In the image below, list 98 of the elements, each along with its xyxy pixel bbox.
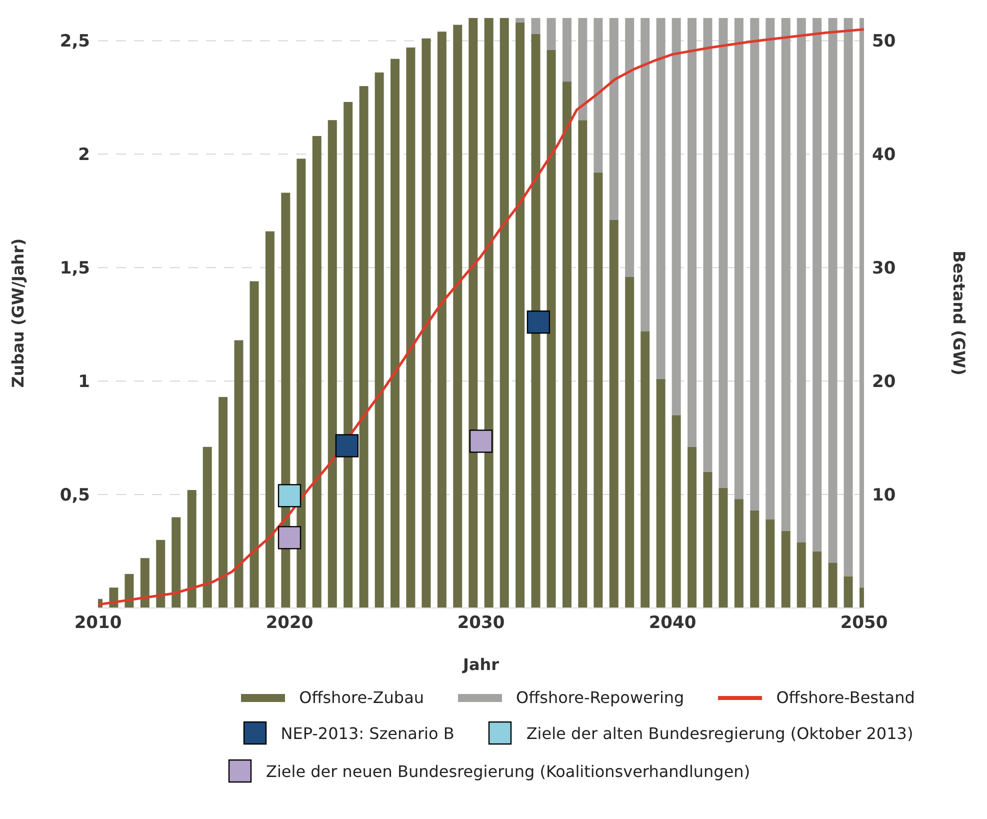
bar <box>437 32 446 608</box>
bar <box>234 340 244 608</box>
legend-label: NEP-2013: Szenario B <box>280 724 454 742</box>
x-tick-label: 2050 <box>840 613 888 634</box>
bar <box>750 510 760 608</box>
bar <box>609 18 618 220</box>
y-tick-label: 2,5 <box>60 32 90 52</box>
bar <box>218 396 228 608</box>
bar <box>296 158 306 608</box>
bar <box>546 50 556 608</box>
bar <box>344 102 353 608</box>
y2-tick-label: 50 <box>872 32 896 52</box>
y2-tick-label: 20 <box>872 372 896 392</box>
line-series <box>98 28 864 606</box>
y-tick-label: 1,5 <box>60 258 90 279</box>
bar <box>844 18 853 576</box>
point <box>278 484 302 508</box>
bar <box>124 574 134 608</box>
bar <box>766 18 775 520</box>
bar <box>609 220 618 608</box>
bar <box>844 576 853 608</box>
bar <box>812 18 822 552</box>
x-tick-label: 2020 <box>266 613 314 634</box>
bar <box>640 331 650 608</box>
bar <box>531 18 540 34</box>
bar <box>406 48 416 608</box>
y2-tick-label: 30 <box>872 258 896 279</box>
y2-axis-title: Bestand (GW) <box>949 250 968 376</box>
bar <box>156 540 166 608</box>
bar <box>718 18 728 488</box>
y-axis-title: Zubau (GW/Jahr) <box>8 238 28 388</box>
x-tick-label: 2040 <box>648 613 696 634</box>
bar <box>265 231 274 608</box>
bar <box>516 18 525 23</box>
legend-label: Offshore-Bestand <box>776 688 915 707</box>
point <box>335 434 359 458</box>
bar <box>812 551 822 608</box>
bar <box>187 490 196 608</box>
bar <box>578 18 588 120</box>
x-tick-label: 2010 <box>74 613 122 634</box>
legend-label: Offshore-Repowering <box>516 688 684 707</box>
bar <box>328 120 337 608</box>
bar <box>562 82 572 608</box>
bar <box>359 86 368 608</box>
y-tick-label: 0,5 <box>60 486 90 506</box>
legend-label: Ziele der alten Bundesregierung (Oktober 2013) <box>526 724 914 742</box>
bar <box>625 18 634 277</box>
bar <box>578 120 588 608</box>
bar <box>781 530 790 608</box>
bar <box>562 18 572 82</box>
x-tick-label: 2030 <box>457 613 505 634</box>
bar <box>516 22 525 608</box>
point <box>278 526 302 550</box>
bar <box>703 18 712 472</box>
bar <box>468 18 478 608</box>
legend-label: Ziele der neuen Bundesregierung (Koalitionsverhandlungen) <box>266 762 750 780</box>
bar <box>312 136 322 608</box>
bar <box>828 18 838 563</box>
y-tick-label: 1 <box>78 372 90 392</box>
bar <box>688 446 697 608</box>
bar <box>718 488 728 608</box>
bar <box>828 562 838 608</box>
bar <box>734 499 744 608</box>
point <box>526 310 550 334</box>
bar <box>531 34 540 608</box>
bar <box>250 281 259 608</box>
bar <box>750 18 760 510</box>
bar <box>422 38 431 608</box>
y2-tick-label: 40 <box>872 145 896 166</box>
bar <box>140 558 150 608</box>
bar <box>766 520 775 608</box>
bar <box>656 18 666 379</box>
bar <box>672 415 681 608</box>
bar <box>672 18 681 416</box>
bar <box>202 446 212 608</box>
bar <box>703 472 712 608</box>
bar <box>796 18 806 542</box>
bar <box>734 18 744 500</box>
point <box>469 430 493 453</box>
bar <box>546 18 556 50</box>
bar <box>594 172 603 608</box>
bar <box>640 18 650 332</box>
bar <box>484 18 494 608</box>
bar <box>781 18 790 531</box>
bar <box>390 58 400 608</box>
y-tick-label: 2 <box>78 145 90 166</box>
bar <box>688 18 697 447</box>
x-axis-title: Jahr <box>462 655 500 674</box>
legend-label: Offshore-Zubau <box>299 688 424 707</box>
bar <box>172 517 181 608</box>
bar <box>796 542 806 608</box>
bar <box>453 24 462 608</box>
bar <box>500 18 509 608</box>
y2-tick-label: 10 <box>872 486 896 506</box>
bar <box>594 18 603 172</box>
bar <box>374 72 384 608</box>
bar <box>625 276 634 608</box>
bar <box>656 378 666 608</box>
